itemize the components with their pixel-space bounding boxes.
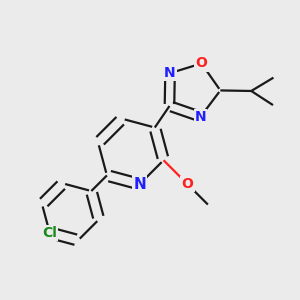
Text: N: N xyxy=(133,177,146,192)
Text: N: N xyxy=(195,110,206,124)
Text: Cl: Cl xyxy=(42,226,57,240)
Text: O: O xyxy=(182,177,194,191)
Text: O: O xyxy=(196,56,207,70)
Text: N: N xyxy=(164,66,176,80)
